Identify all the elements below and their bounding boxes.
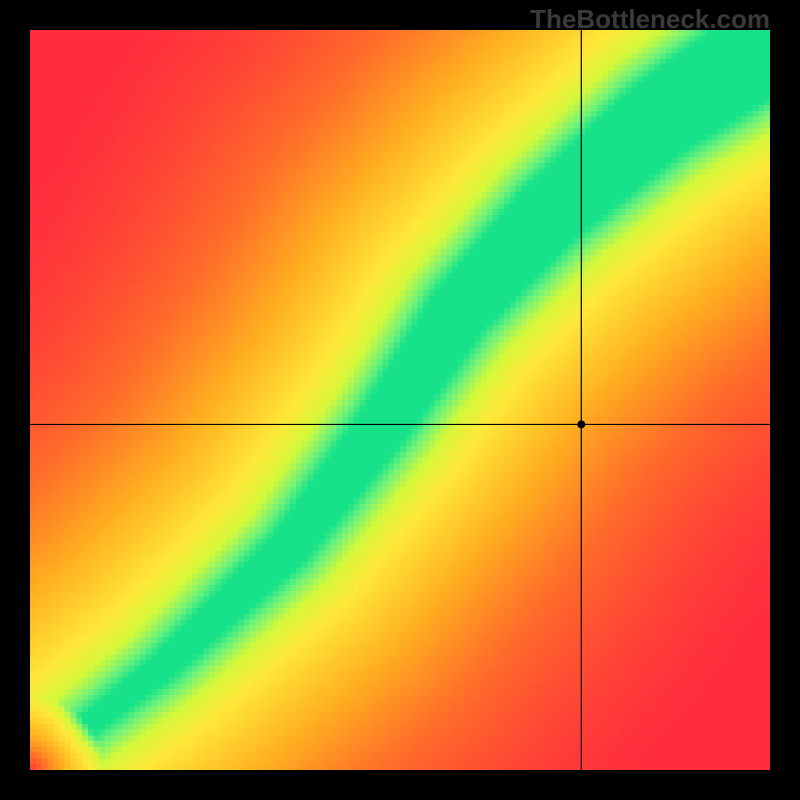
chart-container: TheBottleneck.com xyxy=(0,0,800,800)
watermark-text: TheBottleneck.com xyxy=(530,4,770,35)
heatmap-canvas xyxy=(30,30,770,770)
